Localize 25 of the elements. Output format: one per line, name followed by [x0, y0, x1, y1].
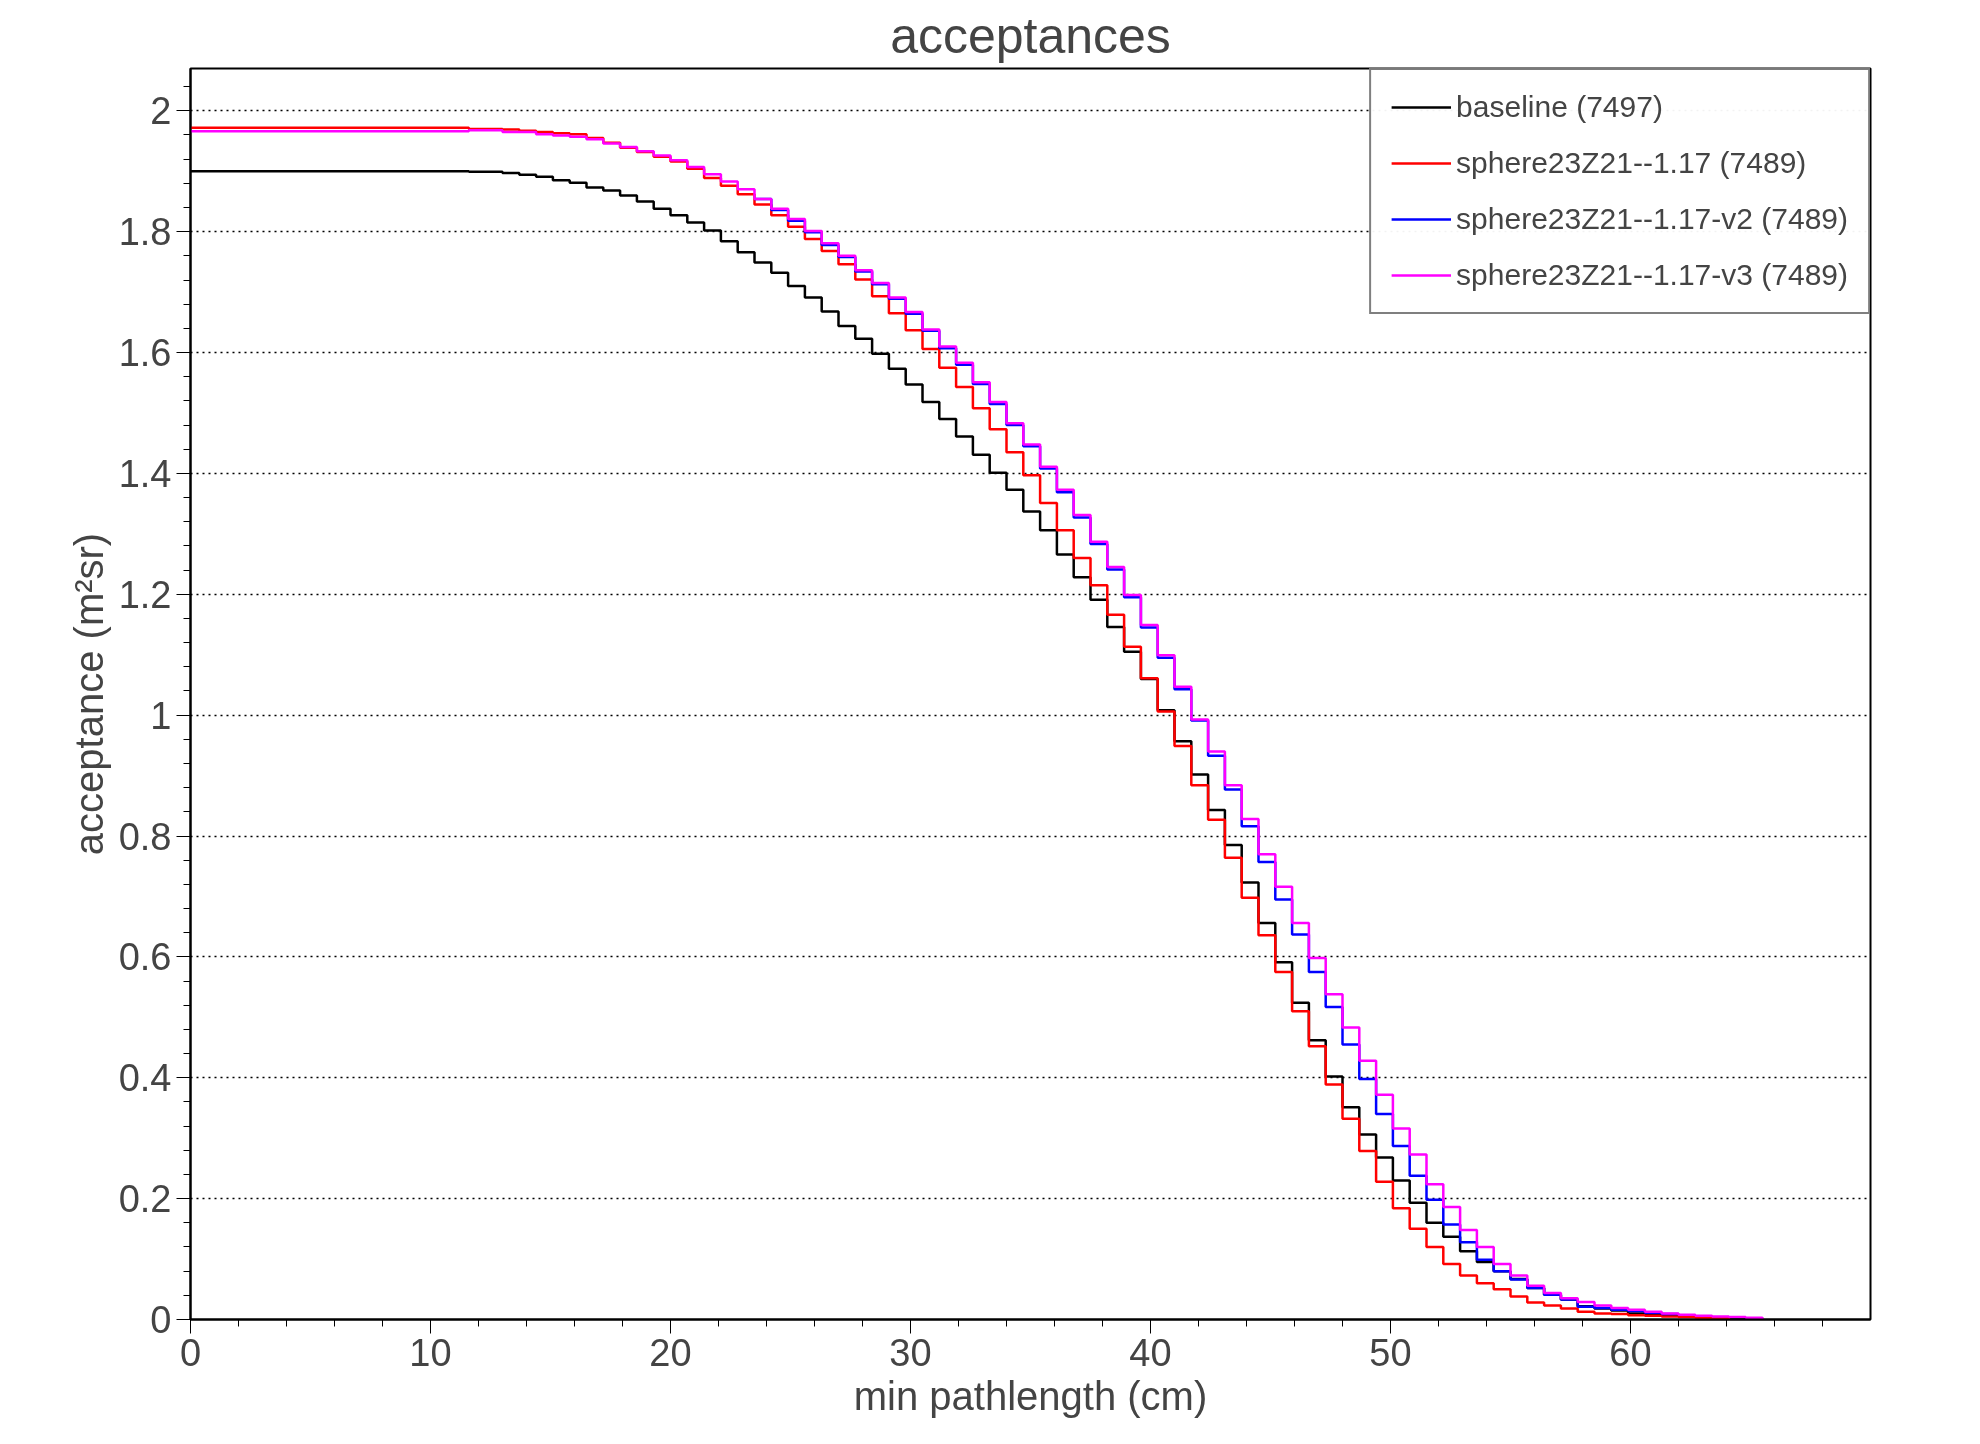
legend-label: sphere23Z21--1.17-v2 (7489)	[1456, 202, 1848, 236]
x-tick-label: 40	[1129, 1331, 1172, 1374]
y-tick-label: 0.6	[118, 936, 172, 979]
legend-label: sphere23Z21--1.17-v3 (7489)	[1456, 258, 1848, 292]
y-tick-label: 0.4	[118, 1057, 172, 1100]
x-tick-label: 50	[1369, 1331, 1412, 1374]
legend-label: baseline (7497)	[1456, 90, 1663, 124]
x-tick-label: 10	[409, 1331, 452, 1374]
y-tick-label: 1.6	[118, 332, 172, 375]
y-tick-label: 0.2	[118, 1178, 172, 1221]
y-axis-title: acceptance (m²sr)	[66, 532, 111, 856]
y-tick-label: 0	[150, 1299, 172, 1341]
x-axis-title: min pathlength (cm)	[853, 1373, 1208, 1418]
y-tick-label: 1.2	[118, 573, 172, 616]
y-tick-label: 1.4	[118, 452, 172, 495]
y-tick-label: 0.8	[118, 815, 172, 858]
chart-title: acceptances	[890, 7, 1171, 64]
x-tick-label: 60	[1609, 1331, 1652, 1374]
x-tick-label: 20	[649, 1331, 692, 1374]
legend-label: sphere23Z21--1.17 (7489)	[1456, 146, 1807, 180]
y-tick-label: 1.8	[118, 211, 172, 254]
x-tick-label: 30	[889, 1331, 932, 1374]
x-tick-label: 0	[179, 1331, 202, 1374]
y-tick-label: 2	[150, 90, 172, 133]
y-tick-label: 1	[150, 694, 172, 737]
